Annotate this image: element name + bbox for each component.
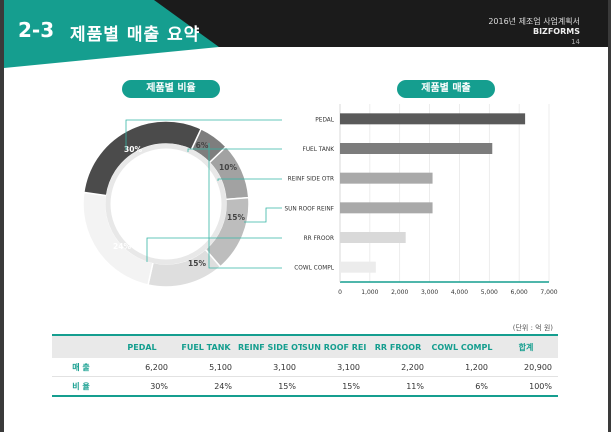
leader-line (146, 237, 282, 262)
table-cell: 24% (214, 381, 232, 391)
table-header-cell: RR FROOR (366, 336, 430, 358)
donut-label: 24% (113, 242, 131, 251)
bar (340, 113, 526, 125)
table-cell: 2,200 (366, 358, 430, 377)
table-cell: 11% (406, 381, 424, 391)
table-header-cell: COWL COMPL (430, 336, 494, 358)
donut-label: 15% (188, 259, 206, 268)
leader-line (217, 178, 282, 181)
x-tick-label: 3,000 (421, 289, 438, 296)
x-tick-label: 7,000 (540, 289, 557, 296)
bar-title-pill: 제품별 매출 (397, 80, 495, 98)
slide: 2-3 제품별 매출 요약 2016년 제조업 사업계획서 BIZFORMS 1… (4, 0, 608, 432)
category-label: REINF SIDE OTR (288, 177, 334, 183)
table-row: 매 출 6,200 5,100 3,100 3,100 2,200 1,200 … (52, 358, 558, 377)
x-tick-label: 1,000 (361, 289, 378, 296)
row-label: 비 율 (72, 381, 90, 391)
unit-label: (단위 : 억 원) (512, 324, 553, 332)
leader-line (208, 143, 282, 269)
table-header-cell: 합계 (494, 336, 558, 358)
table-row: 비 율 30% 24% 15% 15% 11% 6% 100% (52, 377, 558, 396)
table-cell: 3,100 (238, 358, 302, 377)
document-title: 2016년 제조업 사업계획서 (488, 17, 580, 26)
header-dark-shape (154, 0, 608, 47)
donut-inner-ring (105, 143, 227, 265)
table-cell: 100% (529, 381, 552, 391)
leader-line (244, 207, 282, 223)
bar-chart: 0 1,000 2,000 3,000 4,000 5,000 6,000 7,000 PEDA… (284, 104, 558, 296)
table-header-cell: SUN ROOF REINF (302, 336, 366, 358)
donut-chart: 30% 6% 10% 15% 15% 24% (82, 119, 282, 288)
table-cell: 30% (150, 381, 168, 391)
table-cell: 5,100 (174, 358, 238, 377)
table-cell: 6,200 (110, 358, 174, 377)
donut-label: 6% (196, 141, 209, 150)
bar (340, 143, 493, 154)
bar (340, 202, 433, 214)
x-tick-label: 0 (338, 289, 342, 296)
table-header-cell: REINF SIDE OTR (238, 336, 302, 358)
summary-table: PEDAL FUEL TANK REINF SIDE OTR SUN ROOF … (52, 334, 558, 397)
bar (340, 172, 433, 184)
leader-line (187, 148, 282, 152)
table-cell: 3,100 (302, 358, 366, 377)
brand-name: BIZFORMS (532, 27, 580, 36)
table-header-cell: FUEL TANK (174, 336, 238, 358)
page-title: 제품별 매출 요약 (70, 25, 201, 45)
table-cell: 15% (278, 381, 296, 391)
category-label: PEDAL (315, 117, 334, 123)
table-cell: 15% (342, 381, 360, 391)
x-tick-label: 4,000 (451, 289, 468, 296)
table-cell: 6% (475, 381, 488, 391)
table-header-row: PEDAL FUEL TANK REINF SIDE OTR SUN ROOF … (52, 336, 558, 358)
x-tick-label: 2,000 (391, 289, 408, 296)
category-label: RR FROOR (304, 236, 334, 242)
donut-label: 15% (227, 213, 245, 222)
table-header-cell: PEDAL (110, 336, 174, 358)
donut-title-pill: 제품별 비율 (122, 80, 220, 98)
category-label: COWL COMPL (294, 266, 335, 272)
page-number: 14 (571, 38, 580, 46)
table-cell: 1,200 (430, 358, 494, 377)
category-label: SUN ROOF REINF (284, 206, 334, 212)
donut-label: 30% (124, 145, 142, 154)
category-label: FUEL TANK (302, 147, 334, 153)
x-tick-label: 6,000 (511, 289, 528, 296)
row-label: 매 출 (52, 358, 110, 377)
bar (340, 261, 376, 273)
donut-label: 10% (219, 163, 237, 172)
leader-line (125, 119, 282, 150)
table-cell: 20,900 (494, 358, 558, 377)
section-number: 2-3 (18, 18, 55, 42)
bar (340, 232, 406, 243)
x-tick-label: 5,000 (481, 289, 498, 296)
table-header-corner (52, 336, 110, 358)
